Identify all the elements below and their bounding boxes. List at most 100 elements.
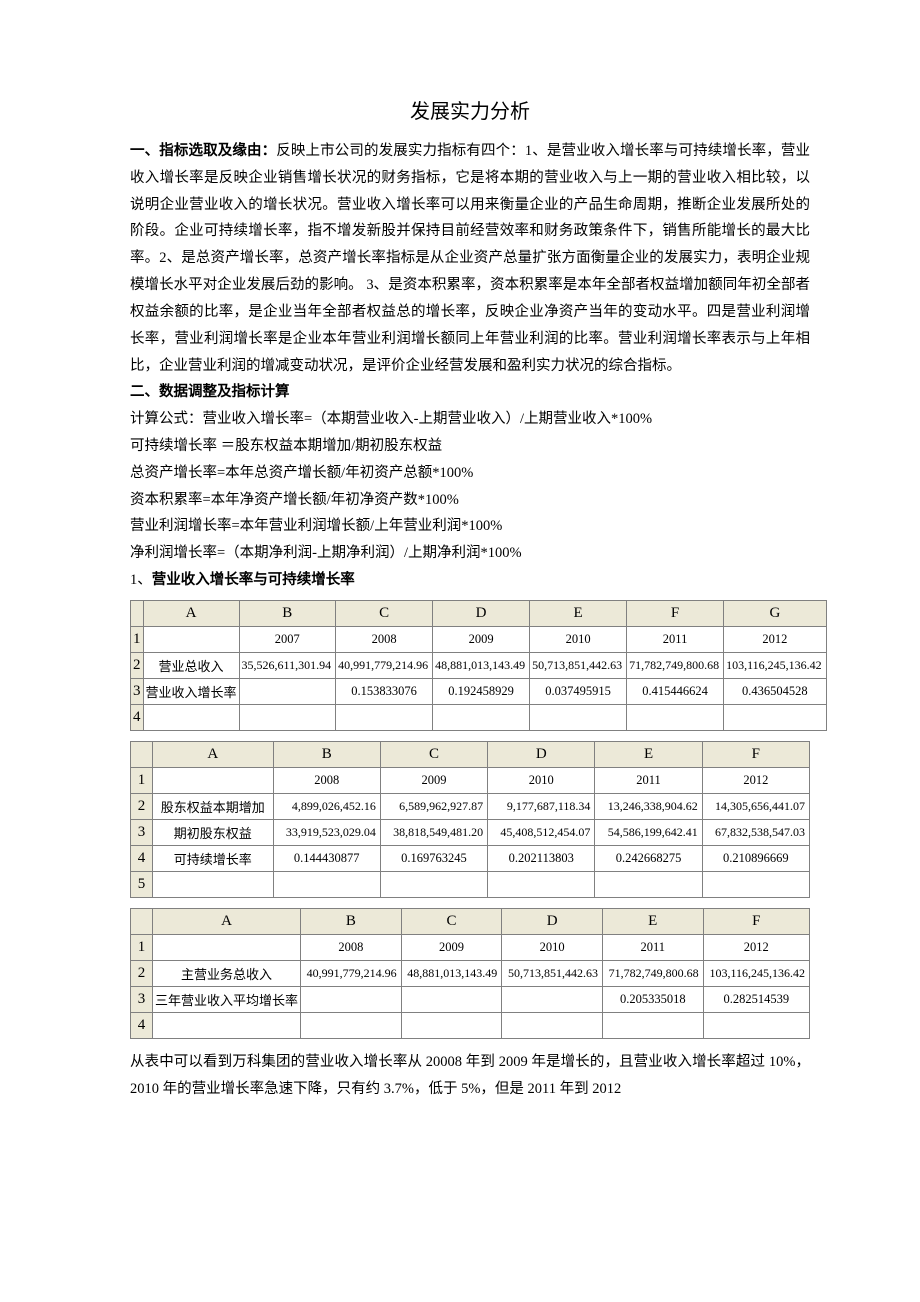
cell (724, 704, 827, 730)
table-2: A B C D E F 1 2008 2009 2010 2011 2012 2… (130, 741, 810, 898)
table-header-row: A B C D E F (131, 908, 810, 934)
cell (433, 704, 530, 730)
th-corner (131, 741, 153, 767)
cell: 35,526,611,301.94 (239, 652, 336, 678)
cell: 48,881,013,143.49 (433, 652, 530, 678)
th-corner (131, 600, 144, 626)
cell (502, 1012, 603, 1038)
row-label (143, 704, 239, 730)
section1-head: 一、指标选取及缘由： (130, 143, 276, 159)
cell (702, 871, 809, 897)
cell: 2011 (595, 767, 702, 793)
cell: 71,782,749,800.68 (602, 960, 703, 986)
cell (380, 871, 487, 897)
cell: 2011 (627, 626, 724, 652)
cell (301, 1012, 402, 1038)
row-num: 1 (131, 934, 153, 960)
cell: 2011 (602, 934, 703, 960)
cell: 40,991,779,214.96 (301, 960, 402, 986)
cell: 0.202113803 (488, 845, 595, 871)
th-E: E (602, 908, 703, 934)
table-row: 3 营业收入增长率 0.153833076 0.192458929 0.0374… (131, 678, 827, 704)
row-num: 2 (131, 793, 153, 819)
th-E: E (595, 741, 702, 767)
th-F: F (703, 908, 809, 934)
table-row: 3 期初股东权益 33,919,523,029.04 38,818,549,48… (131, 819, 810, 845)
th-B: B (273, 741, 380, 767)
cell (239, 704, 336, 730)
th-D: D (488, 741, 595, 767)
formula-0: 计算公式：营业收入增长率=（本期营业收入-上期营业收入）/上期营业收入*100% (130, 406, 810, 433)
table-row: 1 2008 2009 2010 2011 2012 (131, 767, 810, 793)
table-row: 2 营业总收入 35,526,611,301.94 40,991,779,214… (131, 652, 827, 678)
cell: 71,782,749,800.68 (627, 652, 724, 678)
cell (530, 704, 627, 730)
table-row: 4 (131, 704, 827, 730)
table-row: 2 主营业务总收入 40,991,779,214.96 48,881,013,1… (131, 960, 810, 986)
cell: 2009 (380, 767, 487, 793)
th-A: A (153, 741, 274, 767)
table-3: A B C D E F 1 2008 2009 2010 2011 2012 2… (130, 908, 810, 1039)
th-F: F (702, 741, 809, 767)
cell: 2007 (239, 626, 336, 652)
row-label: 期初股东权益 (153, 819, 274, 845)
formula-3: 资本积累率=本年净资产增长额/年初净资产数*100% (130, 487, 810, 514)
formula-4: 营业利润增长率=本年营业利润增长额/上年营业利润*100% (130, 513, 810, 540)
th-A: A (153, 908, 301, 934)
th-D: D (433, 600, 530, 626)
cell: 2009 (401, 934, 502, 960)
row-num: 2 (131, 960, 153, 986)
cell: 9,177,687,118.34 (488, 793, 595, 819)
cell: 0.037495915 (530, 678, 627, 704)
th-corner (131, 908, 153, 934)
cell (273, 871, 380, 897)
section1-body: 一、指标选取及缘由：反映上市公司的发展实力指标有四个：1、是营业收入增长率与可持… (130, 138, 810, 379)
row-label: 主营业务总收入 (153, 960, 301, 986)
cell: 6,589,962,927.87 (380, 793, 487, 819)
cell: 0.436504528 (724, 678, 827, 704)
th-C: C (336, 600, 433, 626)
row-label (143, 626, 239, 652)
table-row: 2 股东权益本期增加 4,899,026,452.16 6,589,962,92… (131, 793, 810, 819)
row-num: 3 (131, 678, 144, 704)
cell (627, 704, 724, 730)
cell: 40,991,779,214.96 (336, 652, 433, 678)
cell (488, 871, 595, 897)
cell: 2008 (273, 767, 380, 793)
page-title: 发展实力分析 (130, 95, 810, 124)
cell: 54,586,199,642.41 (595, 819, 702, 845)
row-label: 营业收入增长率 (143, 678, 239, 704)
cell: 2010 (530, 626, 627, 652)
cell: 33,919,523,029.04 (273, 819, 380, 845)
cell: 2012 (702, 767, 809, 793)
cell: 50,713,851,442.63 (502, 960, 603, 986)
cell: 67,832,538,547.03 (702, 819, 809, 845)
cell: 48,881,013,143.49 (401, 960, 502, 986)
cell: 2012 (703, 934, 809, 960)
table-row: 1 2008 2009 2010 2011 2012 (131, 934, 810, 960)
footer-paragraph: 从表中可以看到万科集团的营业收入增长率从 20008 年到 2009 年是增长的… (130, 1049, 810, 1103)
th-B: B (301, 908, 402, 934)
cell: 50,713,851,442.63 (530, 652, 627, 678)
row-num: 5 (131, 871, 153, 897)
table-1: A B C D E F G 1 2007 2008 2009 2010 2011… (130, 600, 827, 731)
row-label (153, 871, 274, 897)
th-E: E (530, 600, 627, 626)
cell: 2009 (433, 626, 530, 652)
row-num: 1 (131, 626, 144, 652)
cell: 103,116,245,136.42 (724, 652, 827, 678)
cell: 4,899,026,452.16 (273, 793, 380, 819)
table-header-row: A B C D E F (131, 741, 810, 767)
cell: 0.242668275 (595, 845, 702, 871)
cell: 0.153833076 (336, 678, 433, 704)
cell: 0.169763245 (380, 845, 487, 871)
row-num: 4 (131, 704, 144, 730)
cell: 0.415446624 (627, 678, 724, 704)
cell (336, 704, 433, 730)
row-num: 3 (131, 819, 153, 845)
cell (602, 1012, 703, 1038)
cell: 2012 (724, 626, 827, 652)
cell: 2010 (488, 767, 595, 793)
cell: 0.205335018 (602, 986, 703, 1012)
table-row: 3 三年营业收入平均增长率 0.205335018 0.282514539 (131, 986, 810, 1012)
